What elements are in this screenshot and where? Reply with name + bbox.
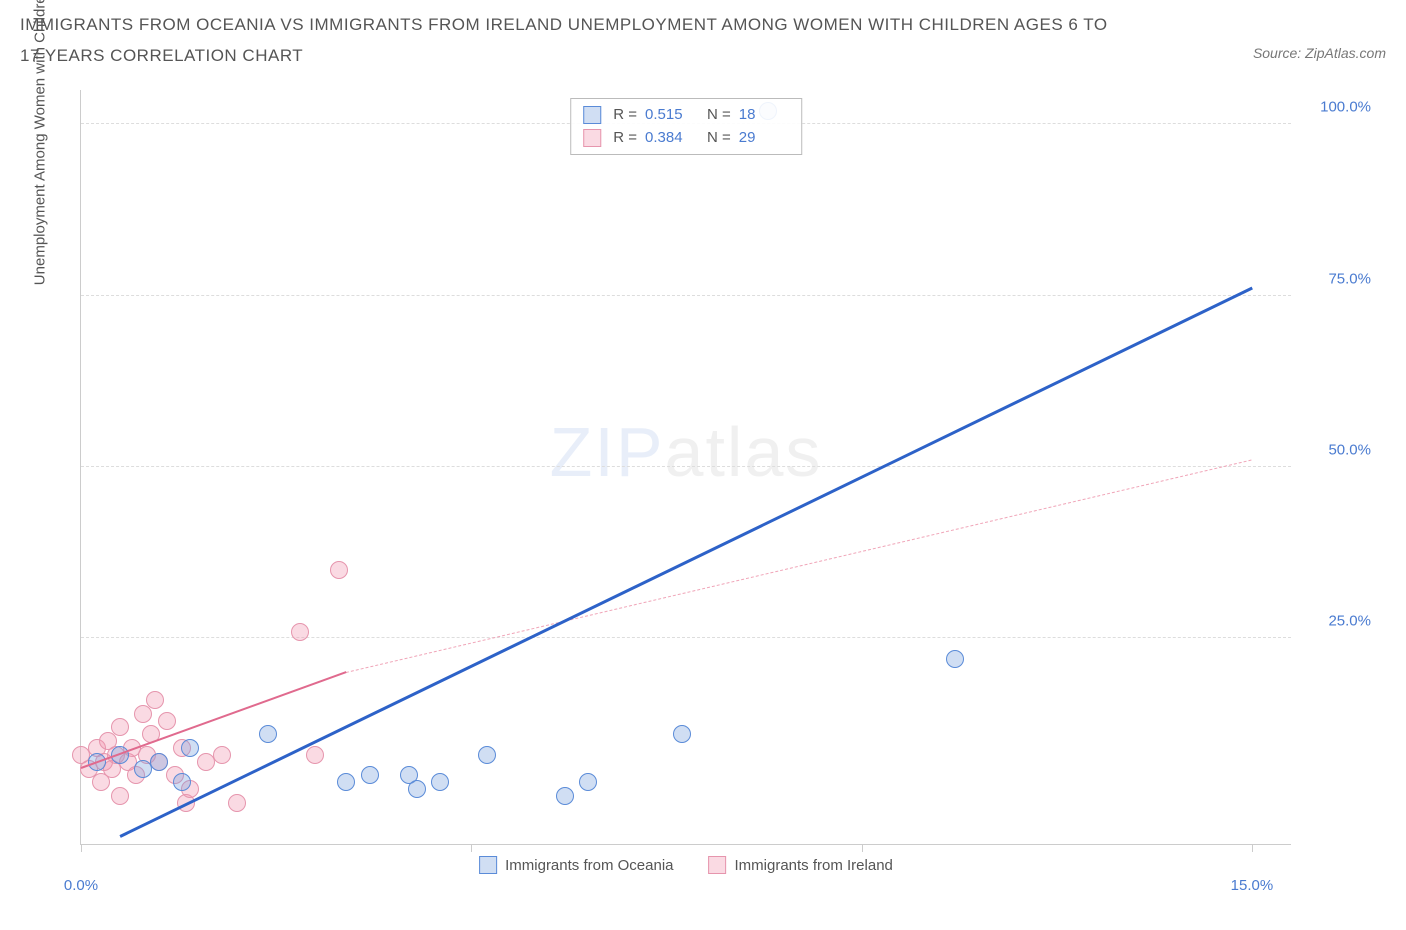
x-tick [81, 844, 82, 852]
trend-line [346, 459, 1252, 672]
legend-series-name: Immigrants from Oceania [505, 857, 673, 874]
data-point [150, 753, 168, 771]
legend-item: Immigrants from Oceania [479, 856, 673, 874]
data-point [946, 650, 964, 668]
data-point [111, 718, 129, 736]
watermark-light: atlas [665, 413, 823, 491]
data-point [306, 746, 324, 764]
y-tick-label: 25.0% [1301, 613, 1371, 630]
y-tick-label: 50.0% [1301, 442, 1371, 459]
data-point [181, 739, 199, 757]
trend-line [119, 286, 1252, 837]
legend-r-value: 0.384 [645, 127, 695, 150]
data-point [337, 773, 355, 791]
legend-n-value: 29 [739, 127, 789, 150]
legend-n-label: N = [707, 104, 731, 127]
data-point [259, 725, 277, 743]
legend-n-value: 18 [739, 104, 789, 127]
watermark-bold: ZIP [550, 413, 665, 491]
x-tick-label: 0.0% [64, 877, 98, 894]
x-tick-label: 15.0% [1231, 877, 1274, 894]
correlation-legend: R = 0.515 N = 18 R = 0.384 N = 29 [570, 98, 802, 155]
legend-swatch [479, 856, 497, 874]
legend-row: R = 0.384 N = 29 [583, 127, 789, 150]
data-point [213, 746, 231, 764]
chart-area: Unemployment Among Women with Children A… [50, 80, 1386, 900]
data-point [173, 773, 191, 791]
legend-swatch [583, 106, 601, 124]
x-tick [471, 844, 472, 852]
x-tick [1252, 844, 1253, 852]
data-point [146, 691, 164, 709]
legend-r-label: R = [613, 104, 637, 127]
data-point [408, 780, 426, 798]
x-tick [862, 844, 863, 852]
legend-r-label: R = [613, 127, 637, 150]
data-point [478, 746, 496, 764]
data-point [330, 561, 348, 579]
data-point [361, 766, 379, 784]
legend-swatch [709, 856, 727, 874]
legend-r-value: 0.515 [645, 104, 695, 127]
data-point [579, 773, 597, 791]
data-point [111, 787, 129, 805]
y-tick-label: 75.0% [1301, 270, 1371, 287]
legend-row: R = 0.515 N = 18 [583, 104, 789, 127]
data-point [556, 787, 574, 805]
data-point [228, 794, 246, 812]
gridline [81, 295, 1291, 296]
y-axis-label: Unemployment Among Women with Children A… [32, 0, 49, 285]
y-tick-label: 100.0% [1301, 99, 1371, 116]
data-point [673, 725, 691, 743]
data-point [291, 623, 309, 641]
watermark: ZIPatlas [550, 412, 823, 492]
gridline [81, 637, 1291, 638]
chart-title: IMMIGRANTS FROM OCEANIA VS IMMIGRANTS FR… [20, 10, 1120, 71]
data-point [158, 712, 176, 730]
source-label: Source: ZipAtlas.com [1253, 45, 1386, 61]
legend-n-label: N = [707, 127, 731, 150]
legend-series-name: Immigrants from Ireland [735, 857, 893, 874]
legend-swatch [583, 129, 601, 147]
scatter-plot: ZIPatlas 25.0%50.0%75.0%100.0%0.0%15.0%R… [80, 90, 1291, 845]
series-legend: Immigrants from Oceania Immigrants from I… [479, 856, 893, 874]
legend-item: Immigrants from Ireland [709, 856, 893, 874]
gridline [81, 466, 1291, 467]
data-point [431, 773, 449, 791]
